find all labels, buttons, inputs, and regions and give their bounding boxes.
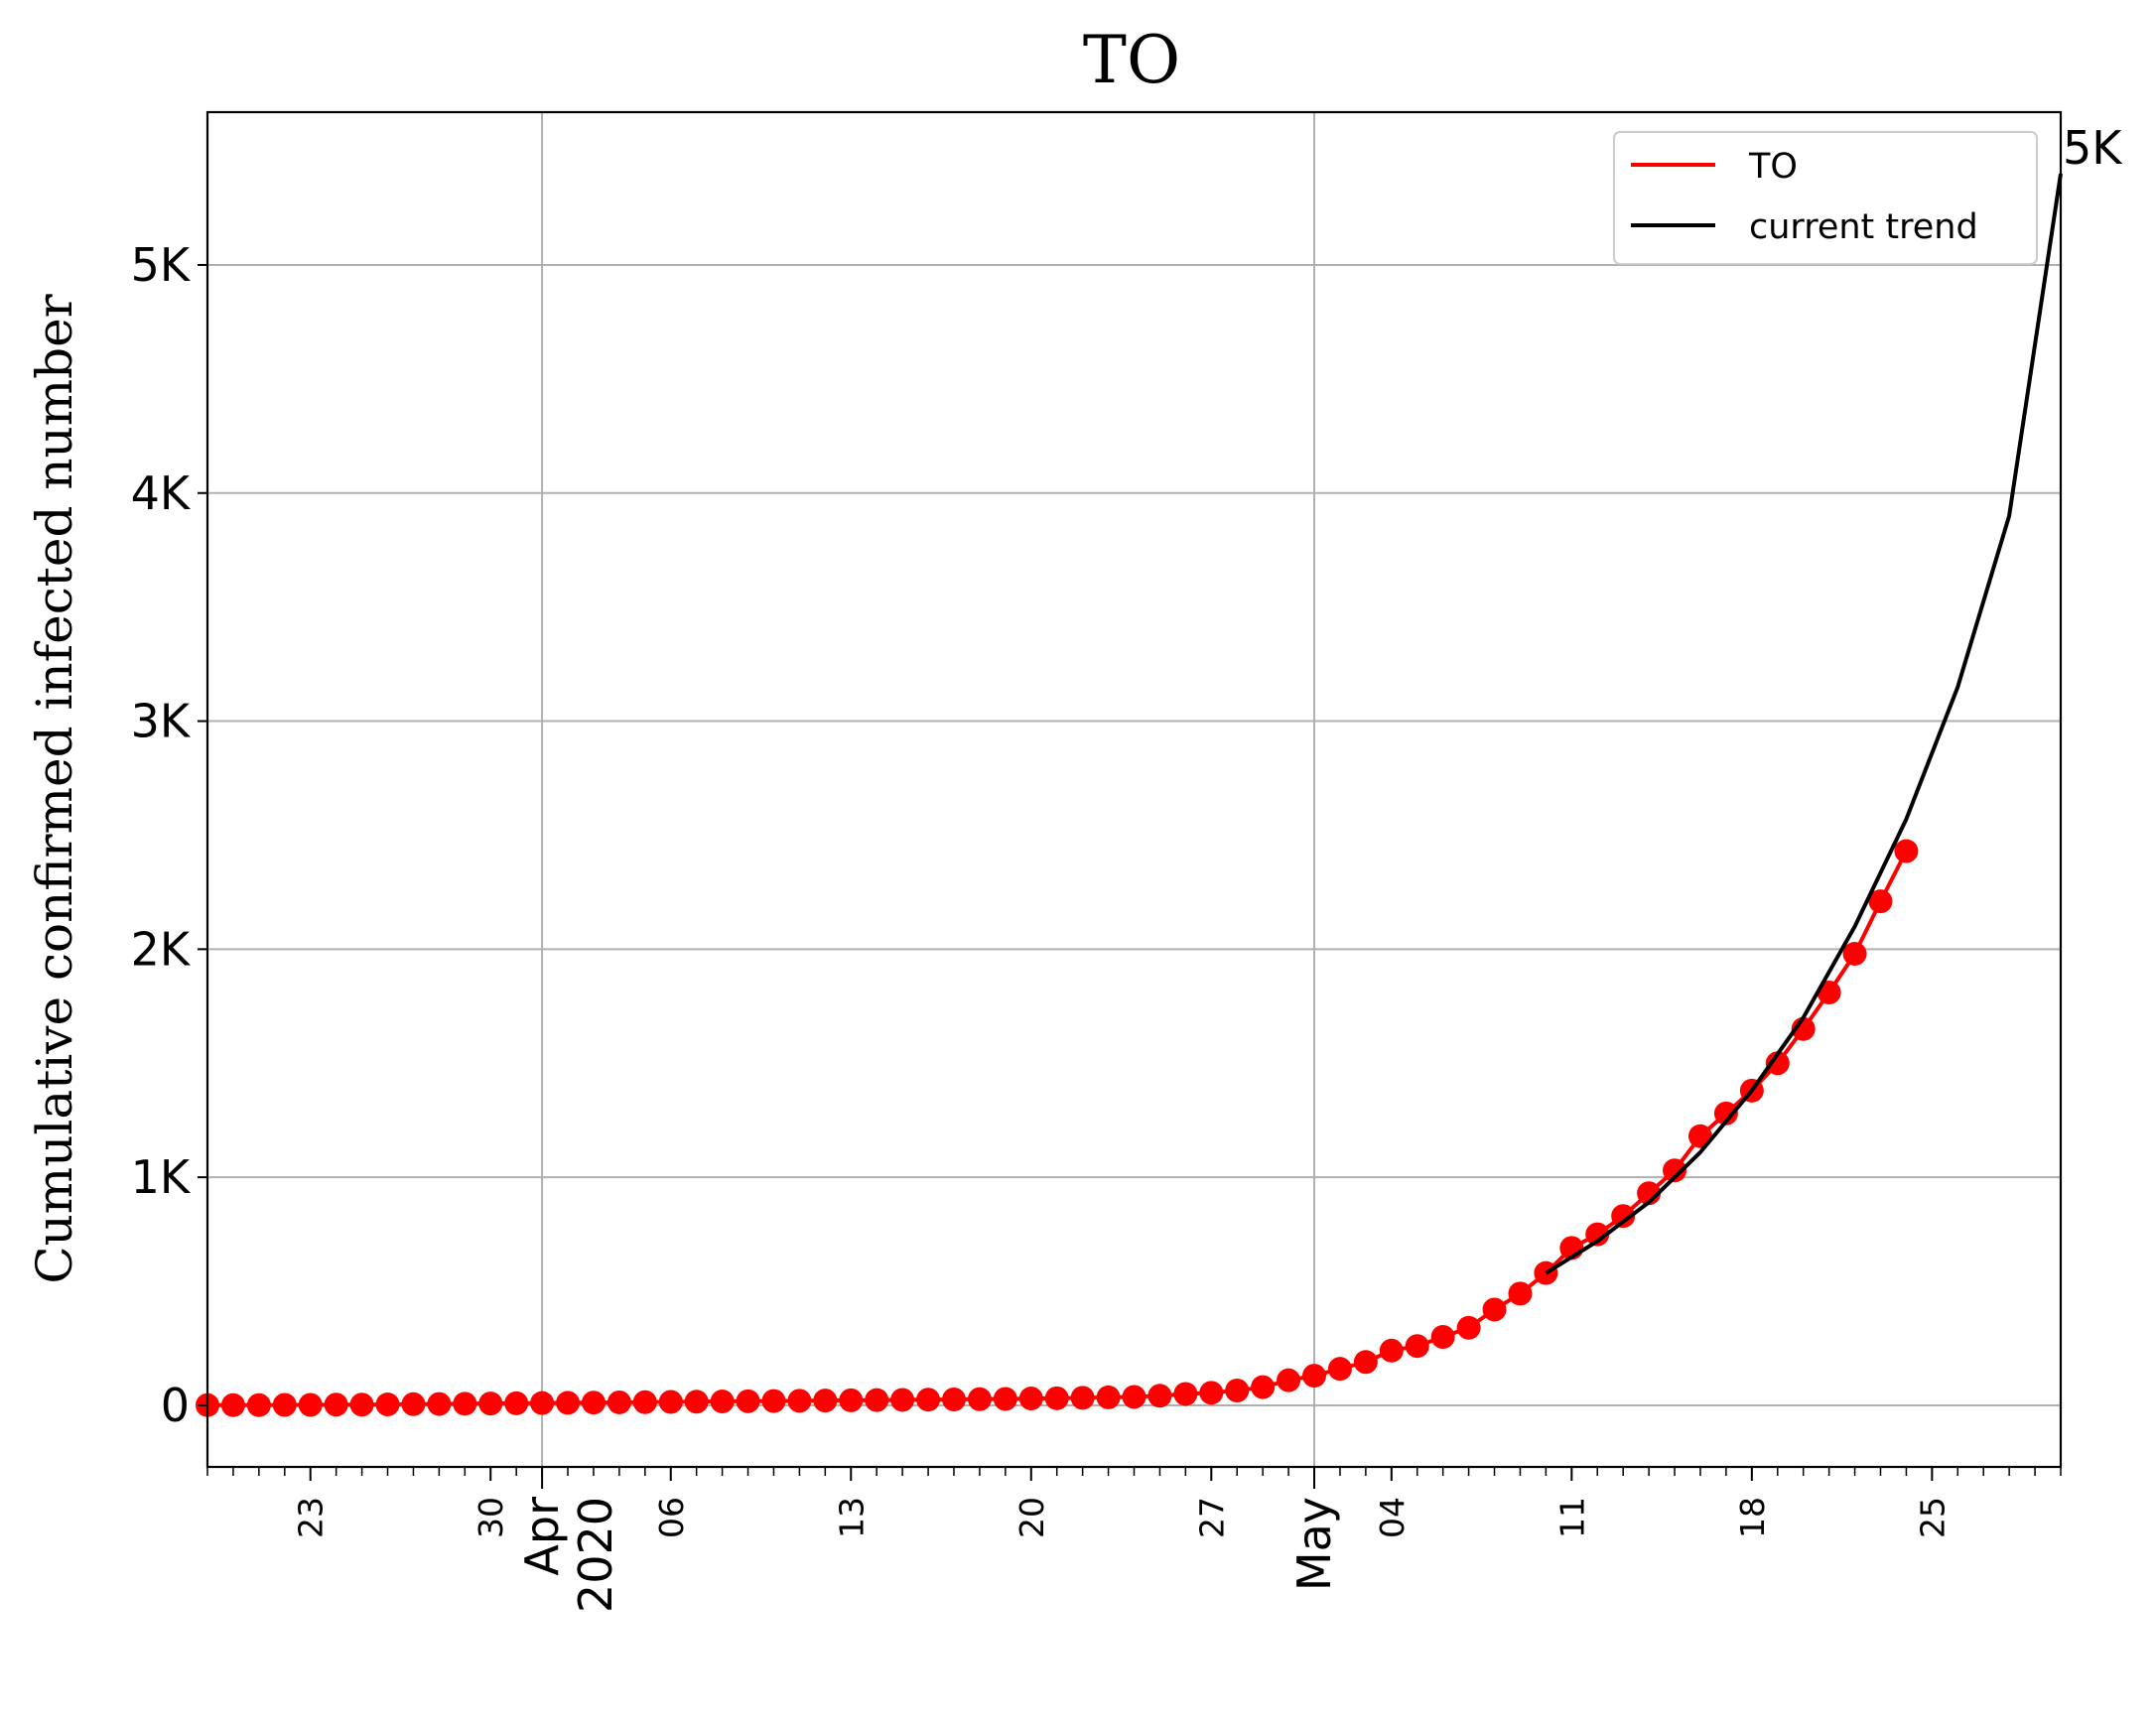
- x-tick-label: 13: [832, 1497, 871, 1538]
- series-line-current-trend: [1545, 173, 2063, 1275]
- data-point-to: [1430, 1325, 1455, 1350]
- data-point-to: [427, 1391, 452, 1416]
- data-point-to: [710, 1390, 735, 1414]
- data-point-to: [1482, 1297, 1507, 1322]
- data-point-to: [1070, 1386, 1095, 1410]
- y-tick-label: 2K: [131, 922, 192, 976]
- data-point-to: [556, 1391, 581, 1415]
- x-tick-label: 27: [1192, 1497, 1231, 1538]
- data-point-to: [1277, 1368, 1301, 1392]
- data-point-to: [453, 1391, 477, 1416]
- y-tick-label: 1K: [131, 1150, 192, 1204]
- data-point-to: [1611, 1204, 1636, 1229]
- data-point-to: [993, 1387, 1017, 1411]
- x-major-tick-label: May: [1287, 1497, 1341, 1591]
- data-point-to: [1302, 1364, 1327, 1389]
- data-point-to: [658, 1390, 683, 1414]
- data-point-to: [1096, 1385, 1121, 1409]
- data-point-to: [1405, 1334, 1429, 1359]
- data-point-to: [1765, 1051, 1790, 1076]
- legend-box: [1613, 131, 2038, 265]
- data-point-to: [684, 1390, 709, 1414]
- y-tick-label: 3K: [131, 695, 192, 748]
- data-point-to: [1327, 1357, 1352, 1382]
- data-point-to: [1225, 1379, 1250, 1403]
- data-point-to: [324, 1392, 348, 1417]
- x-tick-label: 30: [472, 1497, 510, 1538]
- data-point-to: [1044, 1386, 1069, 1410]
- data-point-to: [839, 1388, 864, 1412]
- trend-end-annotation: 5K: [2063, 121, 2123, 175]
- data-point-to: [890, 1388, 915, 1412]
- data-point-to: [1147, 1384, 1172, 1408]
- x-tick-label: 23: [292, 1497, 331, 1538]
- data-point-to: [1379, 1338, 1404, 1363]
- chart-title: TO: [1083, 22, 1180, 98]
- x-tick-label: 18: [1733, 1497, 1772, 1538]
- data-point-to: [401, 1391, 426, 1416]
- legend-label-current-trend: current trend: [1749, 207, 1978, 247]
- data-point-to: [298, 1392, 323, 1417]
- data-point-to: [246, 1392, 271, 1417]
- y-axis-label: Cumulative confirmed infected number: [26, 294, 83, 1283]
- data-point-to: [1585, 1222, 1610, 1247]
- data-point-to: [736, 1389, 760, 1413]
- data-point-to: [220, 1392, 245, 1417]
- data-point-to: [581, 1391, 606, 1415]
- data-point-to: [1122, 1385, 1146, 1409]
- y-tick-label: 5K: [131, 238, 192, 292]
- data-point-to: [813, 1389, 838, 1413]
- legend: TO current trend: [1613, 131, 2038, 265]
- data-point-to: [1508, 1281, 1533, 1306]
- data-point-to: [530, 1391, 555, 1415]
- data-point-to: [1713, 1101, 1738, 1126]
- data-point-to: [349, 1392, 374, 1417]
- x-tick-label: 04: [1373, 1497, 1412, 1538]
- series-line-to: [207, 850, 1909, 1407]
- data-point-to: [1353, 1350, 1378, 1375]
- data-point-to: [1868, 889, 1893, 914]
- x-major-tick-label: 2020: [569, 1497, 622, 1613]
- x-tick-label: 25: [1913, 1497, 1952, 1538]
- data-point-to: [272, 1392, 297, 1417]
- data-point-to: [865, 1388, 889, 1412]
- data-point-to: [632, 1390, 657, 1414]
- plot-frame: [205, 110, 2063, 1469]
- data-point-to: [787, 1389, 812, 1413]
- x-major-tick-label: Apr: [515, 1497, 569, 1576]
- y-tick-label: 0: [161, 1379, 190, 1432]
- data-point-to: [1018, 1387, 1043, 1411]
- data-point-to: [761, 1389, 786, 1413]
- grid-lines: [207, 112, 2061, 1467]
- data-point-to: [375, 1392, 400, 1417]
- data-point-to: [941, 1387, 966, 1411]
- data-point-to: [606, 1390, 631, 1414]
- x-tick-label: 11: [1552, 1497, 1591, 1538]
- tick-labels: 0 1K 2K 3K 4K 5K Apr 2020 May 23 30 06 13 20 27 04 11 18 2…: [131, 238, 1953, 1613]
- y-tick-label: 4K: [131, 466, 192, 520]
- data-point-to: [916, 1388, 941, 1412]
- data-point-to: [967, 1387, 992, 1411]
- axis-ticks: [198, 263, 2062, 1489]
- series-layer: [196, 173, 2063, 1417]
- data-point-to: [1199, 1381, 1224, 1405]
- data-point-to: [504, 1391, 529, 1415]
- x-tick-label: 20: [1012, 1497, 1051, 1538]
- data-point-to: [1842, 941, 1867, 966]
- data-point-to: [1456, 1315, 1481, 1340]
- data-point-to: [1663, 1158, 1687, 1183]
- data-point-to: [478, 1391, 503, 1416]
- data-point-to: [1251, 1375, 1276, 1399]
- x-tick-label: 06: [652, 1497, 691, 1538]
- legend-label-to: TO: [1748, 147, 1798, 187]
- data-point-to: [1173, 1382, 1198, 1406]
- data-point-to: [1894, 839, 1919, 863]
